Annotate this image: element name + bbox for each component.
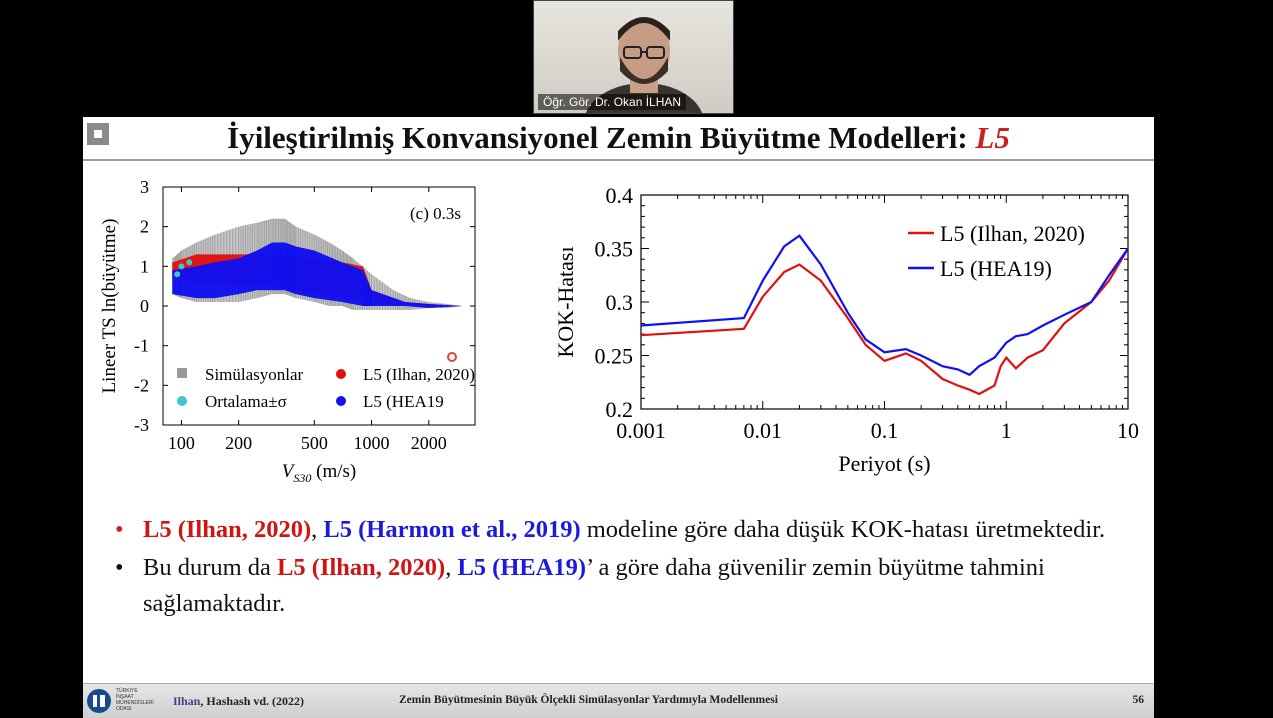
y-tick-label: 0.3	[606, 290, 634, 315]
title-bar: İyileştirilmiş Konvansiyonel Zemin Büyüt…	[83, 117, 1154, 161]
legend-swatch-ilhan	[336, 369, 346, 379]
chart-annotation: (c) 0.3s	[410, 204, 461, 223]
bullet-marker: •	[115, 516, 124, 543]
x-tick-label: 0.1	[871, 418, 899, 443]
y-axis-label: KOK-Hatası	[553, 246, 578, 357]
slide-title-accent: L5	[975, 120, 1010, 155]
footer-org: TÜRKİYE İNŞAAT MÜHENDİSLERİ ODASI	[116, 688, 154, 712]
legend-label-simulations: Simülasyonlar	[205, 365, 304, 384]
bullet-1-part-4: modeline göre daha düşük KOK-hatası üret…	[580, 516, 1106, 543]
mean-marker	[186, 259, 193, 266]
x-tick-label: 1	[1001, 418, 1012, 443]
y-tick-label: 0.2	[606, 397, 634, 422]
bullet-2-part-1: Bu durum da	[143, 554, 278, 581]
bullet-2-part-3: ,	[445, 554, 458, 581]
legend-label-ilhan: L5 (Ilhan, 2020)	[363, 365, 475, 384]
bullet-text-2: Bu durum da L5 (Ilhan, 2020), L5 (HEA19)…	[143, 554, 1045, 617]
legend-label-1: L5 (Ilhan, 2020)	[940, 221, 1085, 246]
y-tick-label: -3	[134, 415, 149, 435]
x-tick-label: 200	[225, 433, 252, 453]
y-tick-label: 1	[140, 256, 149, 276]
x-tick-label: 2000	[411, 433, 447, 453]
x-axis-label: VS30 (m/s)	[282, 461, 356, 485]
slide-footer: TÜRKİYE İNŞAAT MÜHENDİSLERİ ODASI Ilhan,…	[83, 683, 1154, 718]
bullet-1-part-3: L5 (Harmon et al., 2019)	[323, 516, 581, 543]
slide-title: İyileştirilmiş Konvansiyonel Zemin Büyüt…	[83, 120, 1154, 156]
slide-title-main: İyileştirilmiş Konvansiyonel Zemin Büyüt…	[227, 120, 976, 155]
x-tick-label: 0.01	[744, 418, 783, 443]
x-tick-label: 0.001	[616, 418, 666, 443]
participant-name: Öğr. Gör. Dr. Okan İLHAN	[538, 94, 687, 110]
series-line-1	[640, 247, 1129, 396]
x-tick-label: 100	[168, 433, 195, 453]
presentation-slide: İyileştirilmiş Konvansiyonel Zemin Büyüt…	[83, 117, 1154, 718]
imo-logo-icon	[87, 689, 111, 713]
rmse-period-chart: 0.001 0.01 0.1 1 10 0.2 0.25 0.3 0.35 0.4 L5 (Ilha…	[553, 183, 1139, 476]
y-tick-label: -2	[134, 375, 149, 395]
series-line-2	[640, 234, 1129, 377]
footer-author-rest: , Hashash vd. (2022)	[200, 694, 305, 708]
legend-swatch-hea19	[336, 396, 346, 406]
legend-label-2: L5 (HEA19)	[940, 256, 1052, 281]
mean-marker	[174, 271, 181, 278]
y-tick-label: 0	[140, 296, 149, 316]
bullet-item-1: • L5 (Ilhan, 2020), L5 (Harmon et al., 20…	[115, 512, 1135, 548]
bullet-2-part-5: ’ a göre daha güvenilir zemin büyütme ta…	[143, 554, 1045, 617]
y-tick-label: 0.25	[595, 344, 634, 369]
y-tick-label: 2	[140, 217, 149, 237]
bullet-2-part-4: L5 (HEA19)	[457, 554, 587, 581]
legend-label-mean: Ortalama±σ	[205, 392, 287, 411]
bullet-1-part-2: ,	[311, 516, 324, 543]
y-tick-label: 0.35	[595, 237, 634, 262]
y-tick-label: -1	[134, 336, 149, 356]
bullet-2-part-2: L5 (Ilhan, 2020)	[277, 554, 446, 581]
legend-swatch-simulations	[177, 368, 187, 378]
page-number: 56	[1132, 694, 1145, 706]
legend-label-hea19: L5 (HEA19	[363, 392, 444, 411]
legend-swatch-mean	[177, 396, 187, 406]
y-tick-label: 3	[140, 177, 149, 197]
x-tick-label: 10	[1117, 418, 1139, 443]
bullet-item-2: • Bu durum da L5 (Ilhan, 2020), L5 (HEA19…	[115, 550, 1135, 622]
slide-square-icon	[87, 123, 109, 145]
x-tick-label: 500	[301, 433, 328, 453]
y-axis-label: Lineer TS ln(büyütme)	[99, 219, 120, 394]
cursor-indicator-icon	[447, 352, 457, 362]
mean-marker	[178, 263, 185, 270]
footer-subtitle: Zemin Büyütmesinin Büyük Ölçekli Simülas…	[399, 694, 778, 706]
vs30-amplification-chart: 100 200 500 1000 2000 -3 -2 -1 0 1 2 3 (c) 0.3s VS30 …	[99, 177, 476, 485]
bullet-text-1: L5 (Ilhan, 2020), L5 (Harmon et al., 201…	[143, 516, 1105, 543]
y-tick-label: 0.4	[606, 183, 634, 208]
bullet-1-part-1: L5 (Ilhan, 2020)	[143, 516, 312, 543]
x-axis-label: Periyot (s)	[838, 451, 930, 476]
footer-authors: Ilhan, Hashash vd. (2022)	[173, 694, 304, 709]
footer-author-first: Ilhan	[173, 694, 201, 708]
bullet-list: • L5 (Ilhan, 2020), L5 (Harmon et al., 20…	[115, 512, 1135, 624]
participant-video-tile[interactable]: Öğr. Gör. Dr. Okan İLHAN	[533, 0, 734, 114]
x-tick-label: 1000	[354, 433, 390, 453]
bullet-marker: •	[115, 554, 124, 581]
